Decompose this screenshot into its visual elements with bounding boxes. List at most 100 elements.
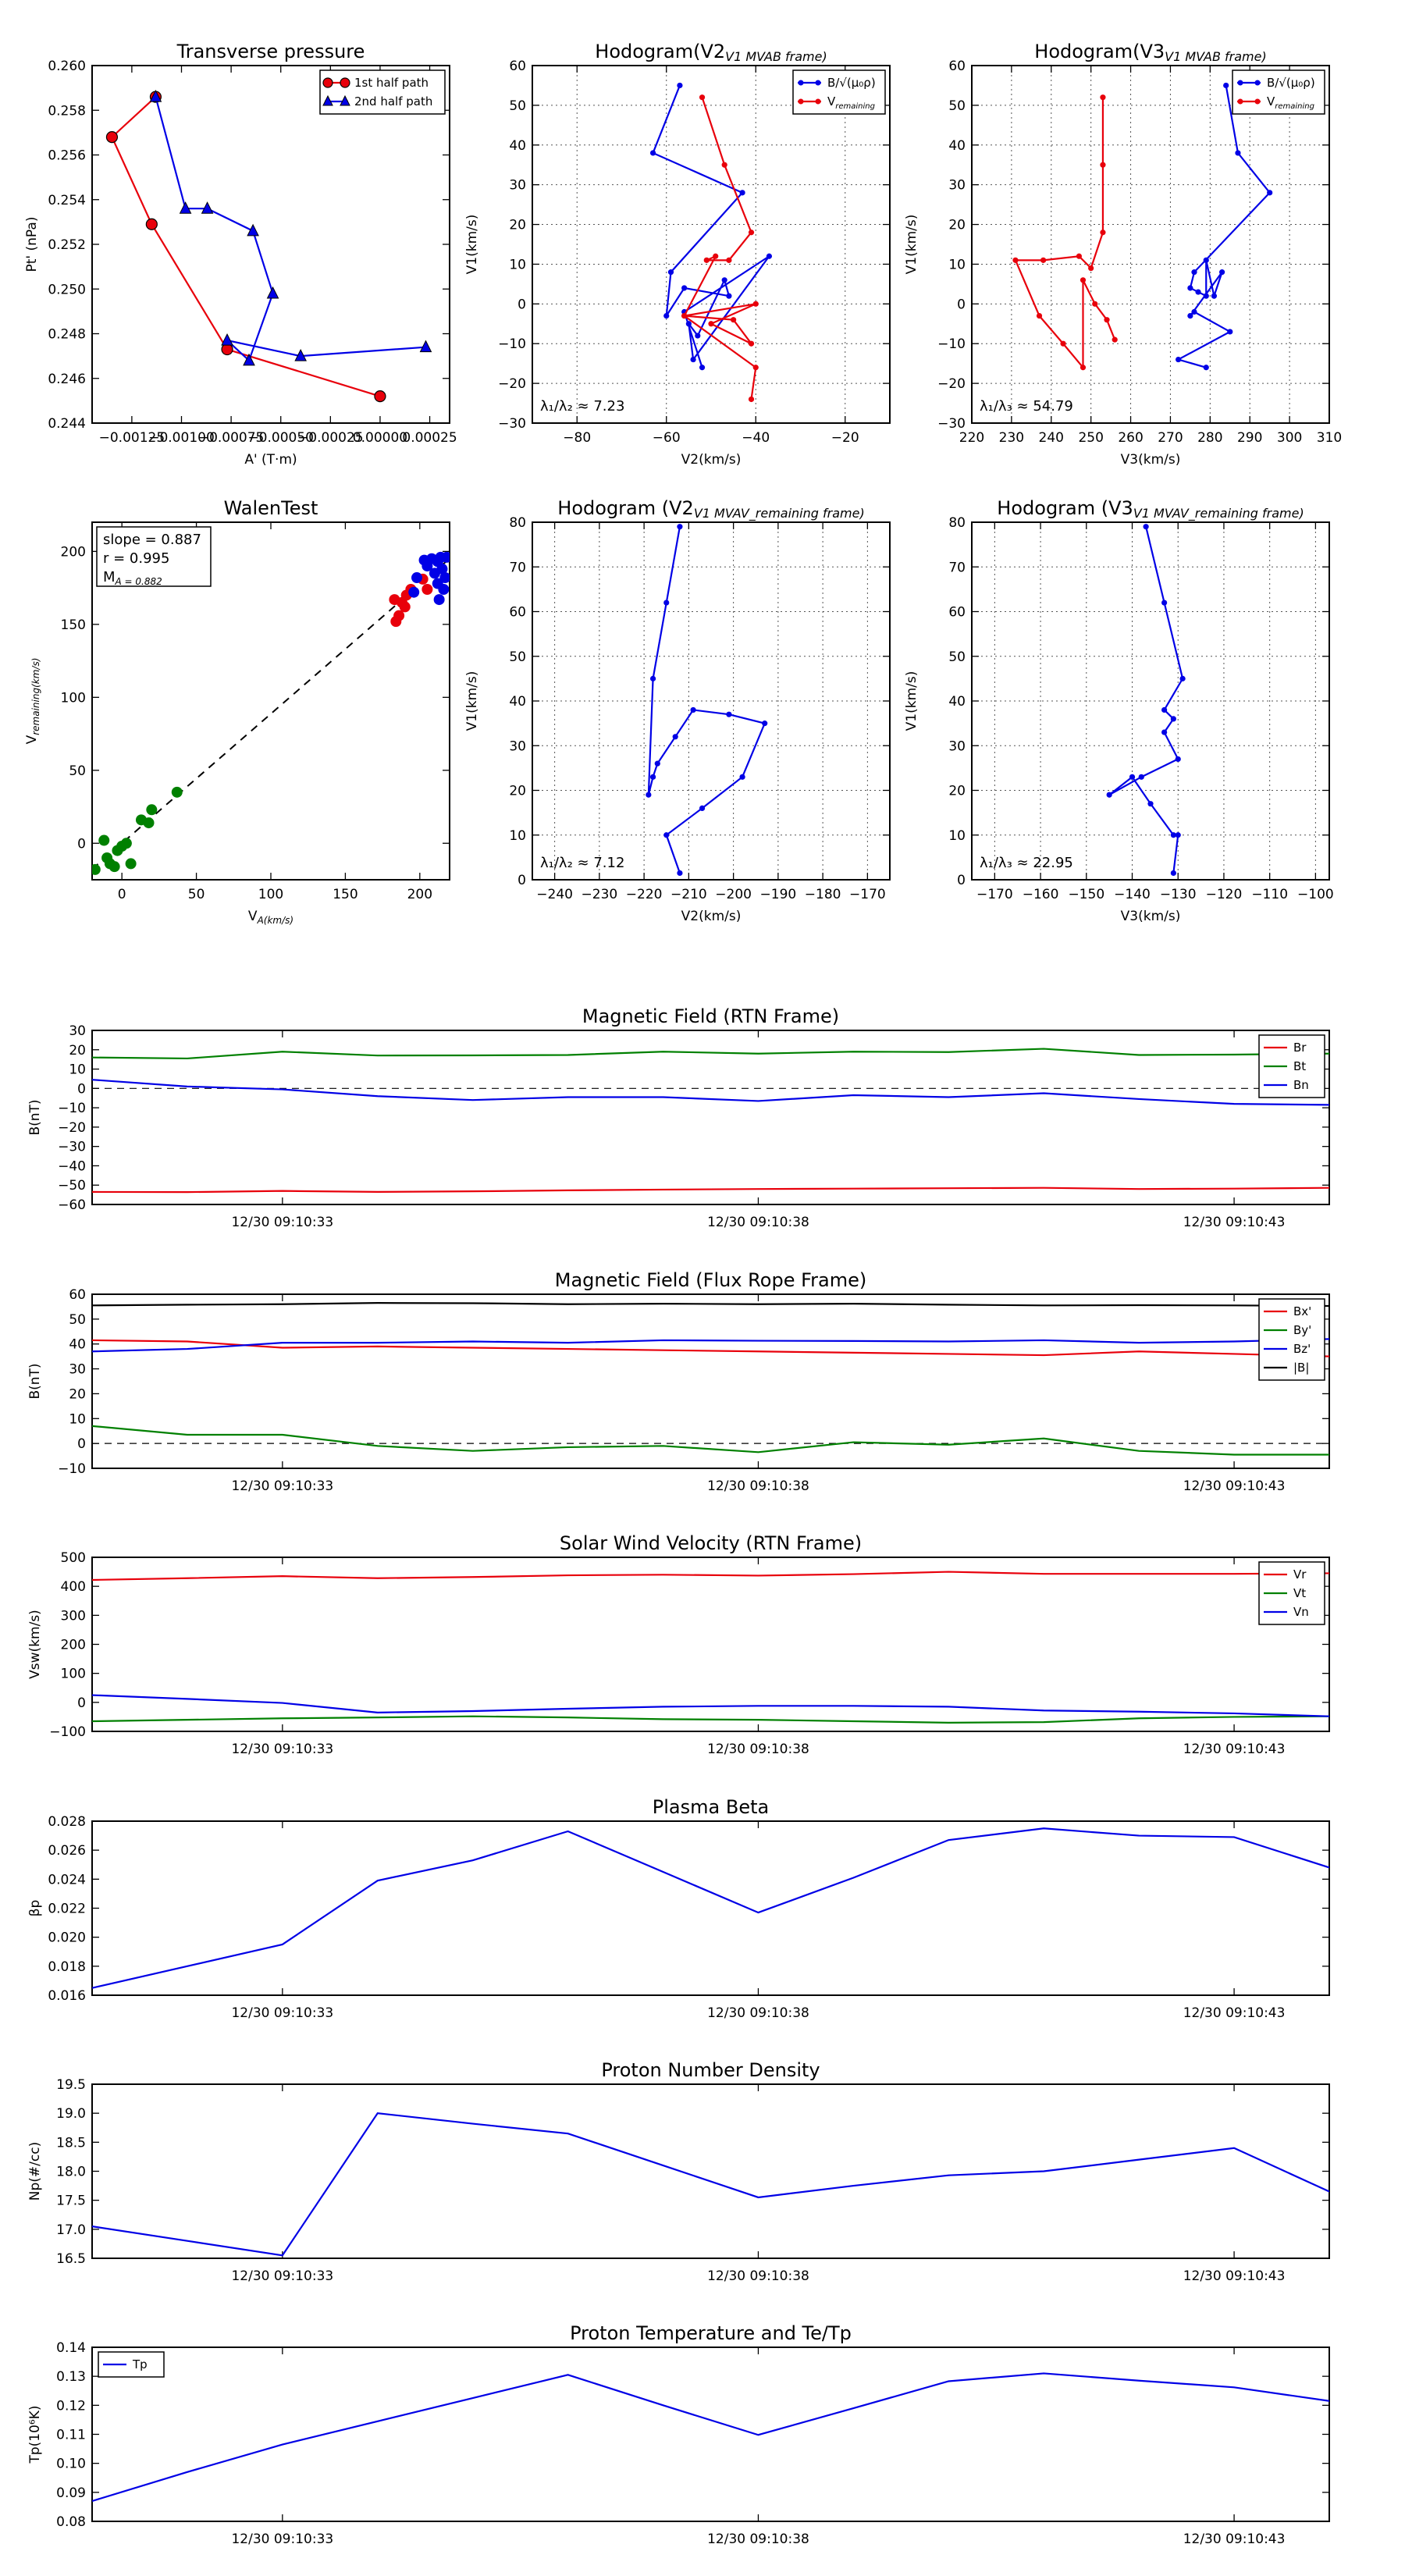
legend-label: Br <box>1293 1041 1307 1055</box>
y-tick-label: 0 <box>518 297 526 312</box>
series-point <box>766 253 773 259</box>
legend: B/√(μ₀ρ)Vremaining <box>1232 69 1325 115</box>
scatter-point-green <box>171 786 183 798</box>
legend-label: |B| <box>1293 1361 1309 1375</box>
series-point <box>1112 336 1118 343</box>
y-axis-label: βp <box>27 1900 43 1917</box>
series-point <box>1203 293 1209 299</box>
series-marker <box>243 353 255 366</box>
x-tick-label: 220 <box>959 430 984 446</box>
series-point <box>726 293 732 299</box>
x-tick-label: −0.00050 <box>247 430 314 446</box>
x-tick-label: −0.00125 <box>99 430 165 446</box>
scatter-point-red <box>422 583 433 595</box>
series-point <box>1147 801 1154 807</box>
series-point <box>703 257 710 263</box>
legend-label: 1st half path <box>354 76 429 90</box>
plot-layer <box>1106 524 1186 877</box>
y-axis-label: V1(km/s) <box>904 215 919 275</box>
y-tick-label: 18.5 <box>56 2135 86 2151</box>
lambda-ratio: λ₁/λ₃ ≈ 54.79 <box>980 398 1073 415</box>
y-tick-label: 10 <box>69 1411 86 1427</box>
series-point <box>1129 774 1136 780</box>
series-marker <box>149 89 162 102</box>
y-tick-label: −20 <box>937 376 966 392</box>
x-tick-label: 150 <box>333 887 357 902</box>
legend: Br Bt Bn <box>1258 1034 1325 1098</box>
scatter-point-blue <box>439 572 450 584</box>
series-point <box>663 832 670 838</box>
y-axis-label: Pt' (nPa) <box>24 217 40 272</box>
y-tick-label: 0.250 <box>48 282 86 297</box>
chart-hodoA12: 0 10 20 30 40 50 60 70 80 −240 −230 −220 −210 −200 −19… <box>464 497 891 924</box>
series-point <box>721 277 727 283</box>
y-tick-label: 20 <box>948 784 966 799</box>
x-tick-label: −100 <box>1297 887 1334 902</box>
y-tick-label: 0 <box>957 297 966 312</box>
series-point <box>1191 308 1197 315</box>
chart-hodo12: −30 −20 −10 0 10 20 30 40 50 60 −80 −60 −40 −20 Hodogr… <box>464 41 891 468</box>
y-tick-label: 0 <box>957 873 966 888</box>
series-line-Bt <box>92 1048 1329 1060</box>
series-point <box>1106 792 1112 798</box>
series-point <box>713 253 719 259</box>
y-tick-label: 30 <box>509 738 526 754</box>
scatter-point-blue <box>441 551 450 563</box>
y-tick-label: 0.12 <box>56 2398 86 2414</box>
y-tick-label: 0.244 <box>48 416 86 432</box>
series-line-1st half path <box>111 96 381 397</box>
series-point <box>1170 870 1176 877</box>
series-marker <box>105 131 119 144</box>
scatter-point-blue <box>411 572 423 584</box>
y-tick-label: 0 <box>77 836 86 852</box>
series-point <box>1161 600 1168 606</box>
chart-mag_rtn: −60 −50 −40 −30 −20 −10 0 10 20 30 12/30 09:10:33 1… <box>27 1005 1330 1230</box>
x-tick-label: 12/30 09:10:43 <box>1183 2532 1286 2547</box>
x-tick-label: 12/30 09:10:38 <box>707 1215 809 1230</box>
series-point <box>690 356 696 363</box>
plot-layer <box>646 524 768 877</box>
y-tick-label: 0.254 <box>48 193 86 208</box>
series-point <box>1195 289 1201 295</box>
series-point <box>1175 756 1181 763</box>
x-tick-label: 12/30 09:10:43 <box>1183 1742 1286 1757</box>
series-point <box>752 365 759 371</box>
y-tick-label: −20 <box>58 1120 86 1136</box>
x-tick-label: 12/30 09:10:33 <box>231 2005 333 2021</box>
series-line-2nd half path <box>155 96 426 362</box>
y-axis-label: B(nT) <box>27 1099 43 1135</box>
y-tick-label: 60 <box>509 59 526 74</box>
axes-frame <box>91 1030 1330 1205</box>
plot-layer <box>92 1302 1329 1456</box>
x-tick-label: −0.00025 <box>297 430 364 446</box>
y-tick-label: 40 <box>948 694 966 710</box>
y-tick-label: −10 <box>58 1101 86 1116</box>
series-point <box>726 257 732 263</box>
chart-title: Proton Number Density <box>601 2059 820 2081</box>
series-point <box>1088 265 1094 272</box>
x-tick-label: −110 <box>1251 887 1288 902</box>
y-tick-label: 0.016 <box>48 1988 86 2004</box>
series-point <box>649 774 656 780</box>
chart-mag_fr: −10 0 10 20 30 40 50 60 12/30 09:10:33 12/30 09:1… <box>27 1269 1330 1494</box>
scatter-point-green <box>120 838 132 849</box>
series-marker <box>221 343 233 356</box>
chart-hodo13: −30 −20 −10 0 10 20 30 40 50 60 220 230 240 250 260 270… <box>904 41 1342 468</box>
x-tick-label: 230 <box>999 430 1024 446</box>
x-tick-label: 12/30 09:10:43 <box>1183 2005 1286 2021</box>
chart-title: Magnetic Field (RTN Frame) <box>582 1005 839 1027</box>
y-tick-label: −10 <box>937 336 966 352</box>
series-point <box>699 365 706 371</box>
series-marker <box>145 218 158 230</box>
series-marker <box>419 340 432 353</box>
x-tick-label: −40 <box>742 430 770 446</box>
x-tick-label: −170 <box>976 887 1013 902</box>
axes-frame <box>91 1293 1330 1469</box>
axes-frame <box>91 1557 1330 1732</box>
series-line-Vn <box>92 1694 1329 1717</box>
y-tick-label: 70 <box>509 560 526 575</box>
series-point <box>1191 269 1197 276</box>
axes-frame <box>91 1820 1330 1996</box>
legend-marker <box>815 80 821 86</box>
